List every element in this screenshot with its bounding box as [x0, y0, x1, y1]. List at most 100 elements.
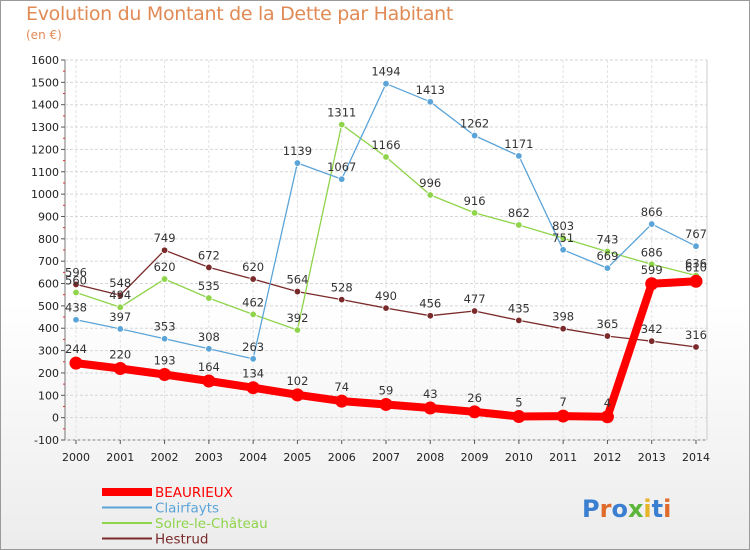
data-point	[470, 131, 479, 140]
logo-letter: r	[600, 495, 612, 523]
data-point	[72, 316, 80, 324]
x-tick-label: 2008	[416, 451, 444, 464]
y-tick-label: 200	[38, 367, 59, 380]
data-label: 535	[198, 279, 220, 293]
x-tick-label: 2007	[372, 451, 400, 464]
data-label: 193	[154, 354, 176, 368]
data-point	[603, 332, 612, 340]
data-point	[512, 410, 526, 424]
data-point	[205, 345, 213, 353]
data-label: 1166	[371, 138, 400, 152]
legend-label: Clairfayts	[155, 501, 219, 517]
x-tick-label: 2013	[638, 451, 666, 464]
data-label: 397	[109, 310, 131, 324]
logo-letter: o	[611, 495, 628, 523]
data-point	[338, 120, 346, 129]
legend-label: BEAURIEUX	[155, 485, 233, 501]
data-label: 1262	[460, 117, 489, 131]
logo-text: Proxiti	[582, 495, 671, 523]
data-label: 620	[242, 260, 264, 274]
data-label: 686	[641, 245, 663, 259]
data-point	[338, 295, 346, 304]
unit-label: (en €)	[26, 28, 62, 42]
legend-label: Solre-le-Château	[155, 516, 268, 532]
legend-label: Hestrud	[155, 532, 208, 548]
data-point	[559, 234, 567, 242]
data-label: 398	[552, 310, 574, 324]
data-point	[205, 263, 213, 272]
data-point	[202, 374, 216, 388]
data-point	[382, 79, 390, 88]
data-point	[692, 242, 700, 250]
x-tick-label: 2009	[461, 451, 489, 464]
data-label: 365	[596, 317, 618, 331]
data-point	[648, 337, 656, 345]
data-label: 548	[109, 276, 131, 290]
data-label: 74	[334, 380, 349, 394]
data-label: 164	[198, 360, 220, 374]
data-label: 244	[65, 342, 87, 356]
x-tick-label: 2002	[151, 451, 179, 464]
logo-letter: t	[652, 495, 663, 523]
data-label: 560	[65, 273, 87, 287]
data-label: 1413	[416, 83, 445, 97]
data-label: 308	[198, 330, 220, 344]
data-point	[470, 307, 479, 315]
data-point	[249, 310, 257, 319]
data-label: 528	[331, 281, 353, 295]
data-label: 7	[559, 395, 566, 409]
data-label: 564	[286, 273, 308, 287]
data-label: 342	[641, 322, 663, 336]
y-tick-label: 1600	[31, 54, 59, 67]
data-label: 353	[154, 320, 176, 334]
data-point	[689, 274, 703, 288]
data-label: 672	[198, 248, 220, 262]
data-point	[423, 401, 437, 415]
data-label: 102	[286, 374, 308, 388]
data-label: 749	[154, 231, 176, 245]
data-point	[426, 312, 434, 320]
data-label: 477	[464, 292, 486, 306]
x-tick-label: 2011	[549, 451, 577, 464]
data-label: 263	[242, 340, 264, 354]
data-point	[426, 191, 434, 199]
x-tick-label: 2000	[62, 451, 90, 464]
data-label: 1494	[371, 65, 400, 79]
data-point	[113, 361, 127, 375]
data-label: 596	[65, 265, 87, 279]
data-label: 1067	[327, 160, 356, 174]
data-point	[645, 277, 659, 291]
data-label: 43	[423, 387, 438, 401]
data-point	[72, 288, 80, 297]
data-label: 767	[685, 227, 707, 241]
data-point	[338, 175, 346, 183]
data-point	[160, 335, 169, 343]
legend: BEAURIEUXClairfaytsSolre-le-ChâteauHestr…	[102, 485, 268, 548]
y-tick-label: 400	[38, 322, 59, 335]
data-label: 743	[596, 233, 618, 247]
data-point	[468, 405, 482, 419]
logo-letter: i	[643, 495, 651, 523]
data-label: 636	[685, 256, 707, 270]
x-axis-ticks: 2000 2001 2002 2003 2004 2005 2006 2007 2008 2009…	[62, 440, 710, 464]
data-label: 494	[109, 288, 131, 302]
data-point	[515, 221, 523, 229]
data-point	[290, 388, 304, 402]
data-point	[205, 294, 213, 302]
data-label: 916	[464, 194, 486, 208]
data-label: 435	[508, 301, 530, 315]
data-point	[116, 291, 124, 299]
data-point	[158, 368, 172, 382]
y-tick-label: 500	[38, 300, 59, 313]
y-tick-label: 100	[38, 389, 59, 402]
data-point	[249, 275, 257, 283]
data-point	[648, 260, 656, 269]
data-point	[556, 409, 570, 423]
data-label: 862	[508, 206, 530, 220]
data-point	[116, 303, 124, 311]
data-label: 610	[685, 260, 707, 274]
x-tick-label: 2006	[328, 451, 356, 464]
data-point	[246, 381, 260, 395]
data-label: 134	[242, 367, 264, 381]
